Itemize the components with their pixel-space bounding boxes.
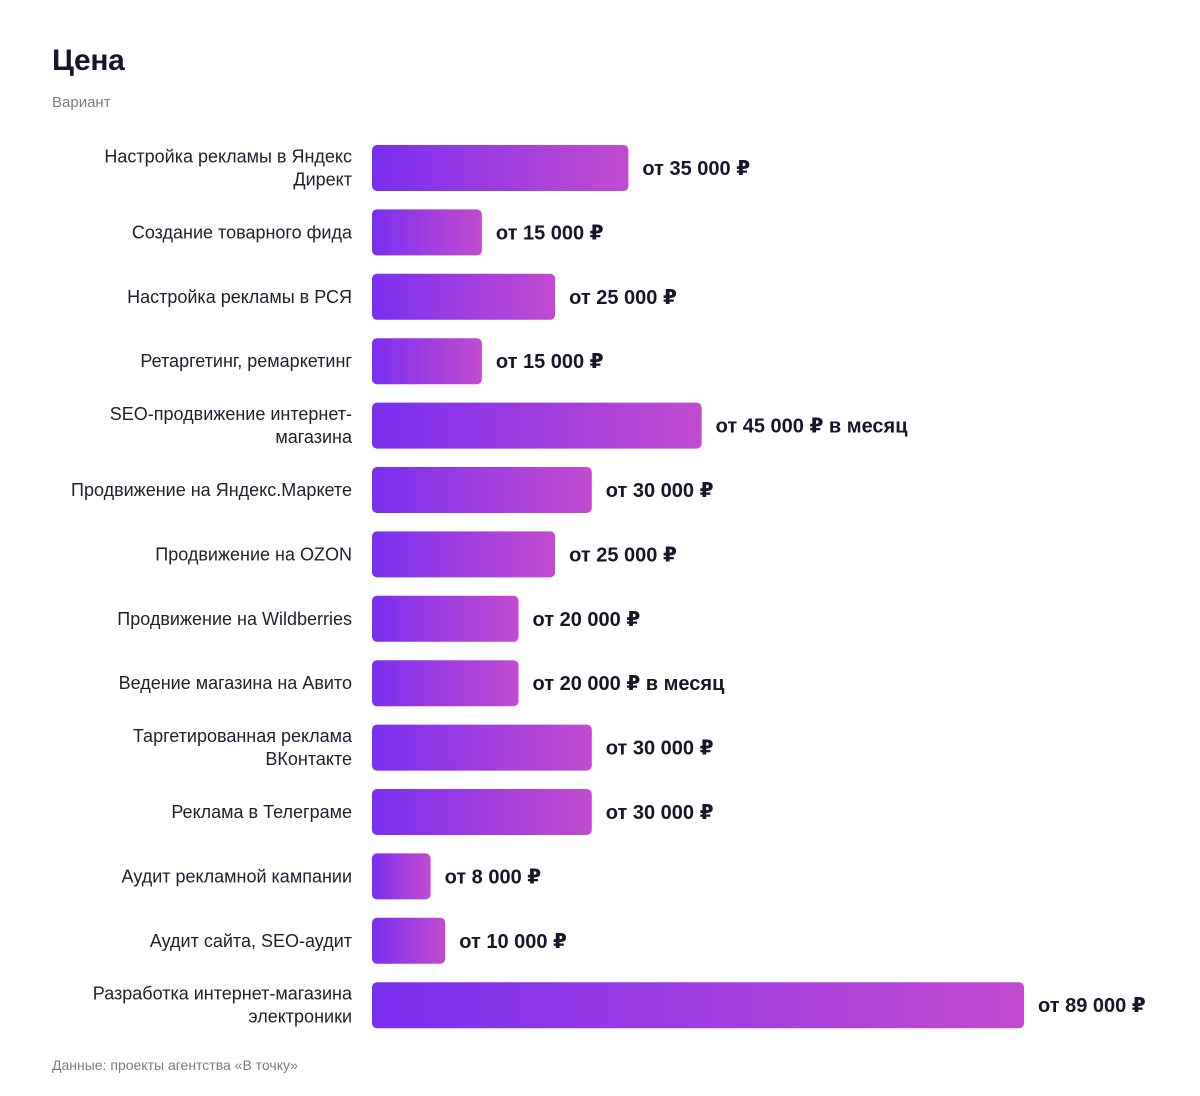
bar: [372, 338, 482, 385]
value-label: от 89 000 ₽: [1038, 995, 1146, 1017]
category-label: Ведение магазина на Авито: [119, 673, 352, 693]
bar: [372, 724, 592, 771]
bar: [372, 982, 1024, 1029]
value-label: от 15 000 ₽: [496, 222, 604, 244]
bar: [372, 273, 556, 320]
bar: [372, 145, 629, 191]
category-label: Продвижение на OZON: [155, 544, 352, 564]
category-label: Продвижение на Wildberries: [117, 609, 352, 629]
category-label: Настройка рекламы в РСЯ: [127, 287, 352, 307]
value-label: от 20 000 ₽ в месяц: [533, 673, 726, 695]
value-label: от 35 000 ₽: [642, 158, 750, 180]
category-label: SEO-продвижение интернет-магазина: [110, 404, 353, 447]
bar: [372, 853, 431, 900]
category-label: Аудит рекламной кампании: [122, 866, 352, 886]
value-label: от 15 000 ₽: [496, 351, 604, 373]
value-label: от 30 000 ₽: [606, 802, 714, 824]
value-label: от 30 000 ₽: [606, 738, 714, 760]
value-label: от 8 000 ₽: [445, 866, 542, 888]
category-label: Создание товарного фида: [132, 222, 353, 242]
bar: [372, 209, 482, 256]
value-label: от 20 000 ₽: [533, 609, 641, 631]
bar: [372, 531, 556, 578]
bar: [372, 402, 702, 449]
bar: [372, 595, 519, 642]
bar: [372, 917, 446, 964]
bar: [372, 789, 592, 835]
value-label: от 10 000 ₽: [459, 931, 567, 953]
chart-title: Цена: [52, 44, 125, 77]
bar: [372, 660, 519, 707]
value-label: от 25 000 ₽: [569, 544, 677, 566]
category-label: Реклама в Телеграме: [171, 802, 352, 822]
category-label: Аудит сайта, SEO-аудит: [150, 931, 352, 951]
category-label: Продвижение на Яндекс.Маркете: [71, 480, 352, 500]
category-label: Настройка рекламы в Яндекс Директ: [104, 147, 352, 190]
category-label: Ретаргетинг, ремаркетинг: [140, 351, 352, 371]
chart-subtitle: Вариант: [52, 94, 111, 111]
category-label: Разработка интернет-магазина электроники: [93, 984, 353, 1027]
value-label: от 25 000 ₽: [569, 287, 677, 309]
category-label: Таргетированная реклама ВКонтакте: [133, 726, 353, 769]
chart-source-note: Данные: проекты агентства «В точку»: [52, 1057, 298, 1073]
bar: [372, 467, 592, 513]
value-label: от 45 000 ₽ в месяц: [716, 416, 909, 438]
value-label: от 30 000 ₽: [606, 480, 714, 502]
